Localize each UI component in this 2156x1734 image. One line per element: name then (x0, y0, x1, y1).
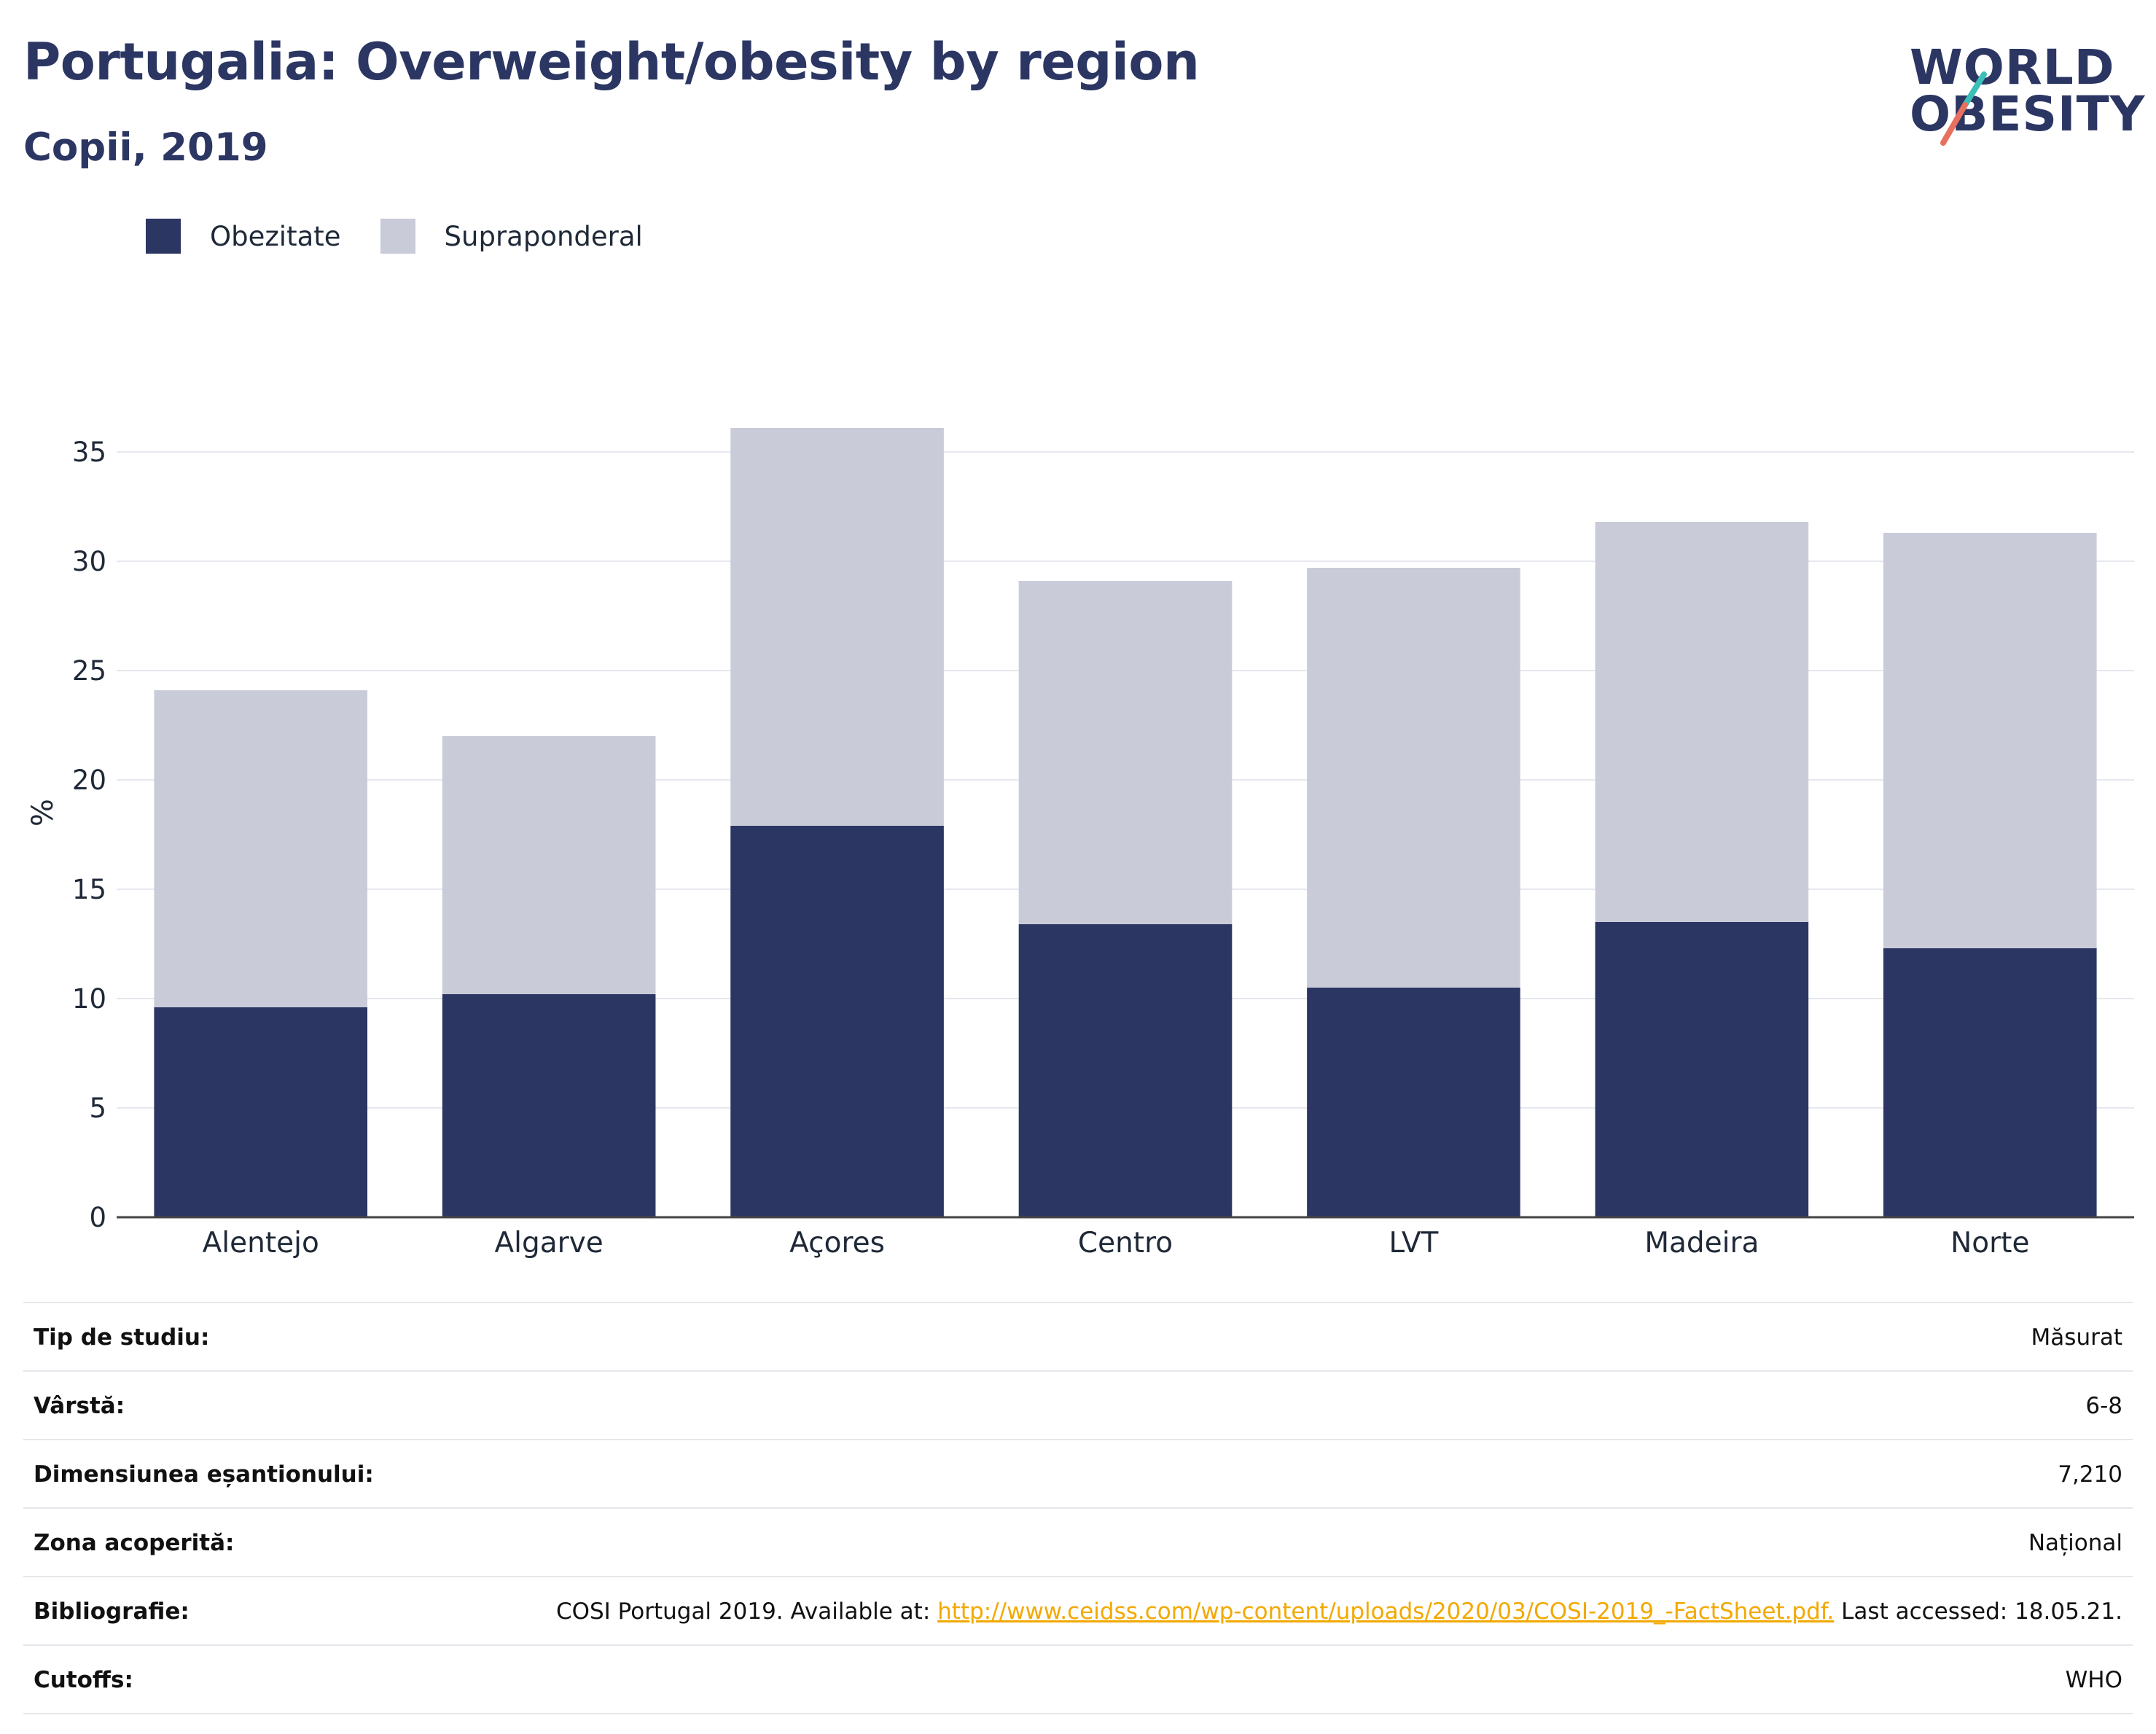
meta-key: Tip de studiu: (34, 1324, 210, 1351)
x-tick-label: Algarve (495, 1227, 604, 1260)
meta-value-bibliography: COSI Portugal 2019. Available at: http:/… (556, 1596, 2122, 1627)
meta-row-study-type: Tip de studiu: Măsurat (23, 1303, 2133, 1372)
bibliography-suffix: Last accessed: 18.05.21. (1834, 1598, 2122, 1625)
bar-segment-obezitate (1883, 948, 2097, 1217)
meta-key: Zona acoperită: (34, 1530, 235, 1556)
bar-segment-supraponderal (1595, 522, 1809, 922)
meta-value: Măsurat (2031, 1324, 2122, 1351)
bar-segment-obezitate (1018, 924, 1233, 1217)
bar-segment-supraponderal (730, 428, 944, 826)
bar-segment-supraponderal (154, 690, 368, 1007)
x-tick-label: Madeira (1644, 1227, 1759, 1260)
y-tick-label: 35 (72, 437, 106, 468)
legend-label-supraponderal: Supraponderal (444, 220, 643, 252)
logo-slash-icon (1940, 71, 1987, 146)
meta-row-area: Zona acoperită: Național (23, 1509, 2133, 1577)
world-obesity-logo: WORLD OBESITY (1895, 29, 2144, 160)
meta-key: Dimensiunea eșantionului: (34, 1461, 374, 1488)
x-tick-label: Alentejo (203, 1227, 319, 1260)
meta-value: Național (2028, 1530, 2122, 1556)
meta-key: Cutoffs: (34, 1667, 133, 1693)
bar-segment-obezitate (154, 1007, 368, 1217)
stacked-bar-chart: 0 5 10 15 20 25 30 35% Alentejo Algarve Açores Cent… (26, 428, 2134, 1260)
meta-row-sample-size: Dimensiunea eșantionului: 7,210 (23, 1440, 2133, 1509)
x-tick-label: Norte (1950, 1227, 2029, 1260)
y-tick-label: 25 (72, 655, 106, 687)
chart-title: Portugalia: Overweight/obesity by region (23, 32, 1200, 92)
bar-segment-obezitate (1307, 988, 1520, 1217)
meta-row-cutoffs: Cutoffs: WHO (23, 1646, 2133, 1714)
bar-segment-obezitate (1595, 922, 1809, 1217)
meta-row-bibliography: Bibliografie: COSI Portugal 2019. Availa… (23, 1577, 2133, 1646)
y-tick-label: 15 (72, 874, 106, 905)
chart-subtitle: Copii, 2019 (23, 125, 268, 170)
x-tick-label: Açores (789, 1227, 885, 1260)
y-tick-label: 5 (89, 1093, 106, 1124)
meta-value: 7,210 (2058, 1461, 2122, 1488)
bar-segment-supraponderal (1018, 581, 1233, 924)
bibliography-link[interactable]: http://www.ceidss.com/wp-content/uploads… (937, 1598, 1835, 1625)
y-tick-label: 10 (72, 983, 106, 1015)
bar-segment-supraponderal (442, 736, 656, 994)
chart-legend: Obezitate Supraponderal (146, 216, 682, 257)
y-tick-label: 20 (72, 765, 106, 796)
y-axis-label: % (26, 799, 60, 827)
legend-label-obezitate: Obezitate (210, 220, 341, 252)
y-tick-label: 0 (89, 1202, 106, 1233)
meta-key: Vârstă: (34, 1393, 125, 1419)
bar-segment-obezitate (442, 994, 656, 1217)
logo-text-world: WORLD (1910, 39, 2115, 95)
bar-segment-supraponderal (1307, 568, 1520, 988)
legend-swatch-obezitate (146, 219, 181, 254)
x-tick-label: LVT (1388, 1227, 1438, 1260)
legend-swatch-supraponderal (380, 219, 415, 254)
metadata-table: Tip de studiu: Măsurat Vârstă: 6-8 Dimen… (23, 1302, 2133, 1714)
meta-value: WHO (2065, 1667, 2122, 1693)
meta-row-age: Vârstă: 6-8 (23, 1372, 2133, 1440)
bibliography-prefix: COSI Portugal 2019. Available at: (555, 1598, 938, 1625)
bar-segment-obezitate (730, 826, 944, 1217)
bar-segment-supraponderal (1883, 533, 2097, 948)
x-tick-label: Centro (1078, 1227, 1173, 1260)
meta-value: 6-8 (2085, 1393, 2122, 1419)
meta-key: Bibliografie: (34, 1598, 190, 1625)
y-tick-label: 30 (72, 546, 106, 577)
